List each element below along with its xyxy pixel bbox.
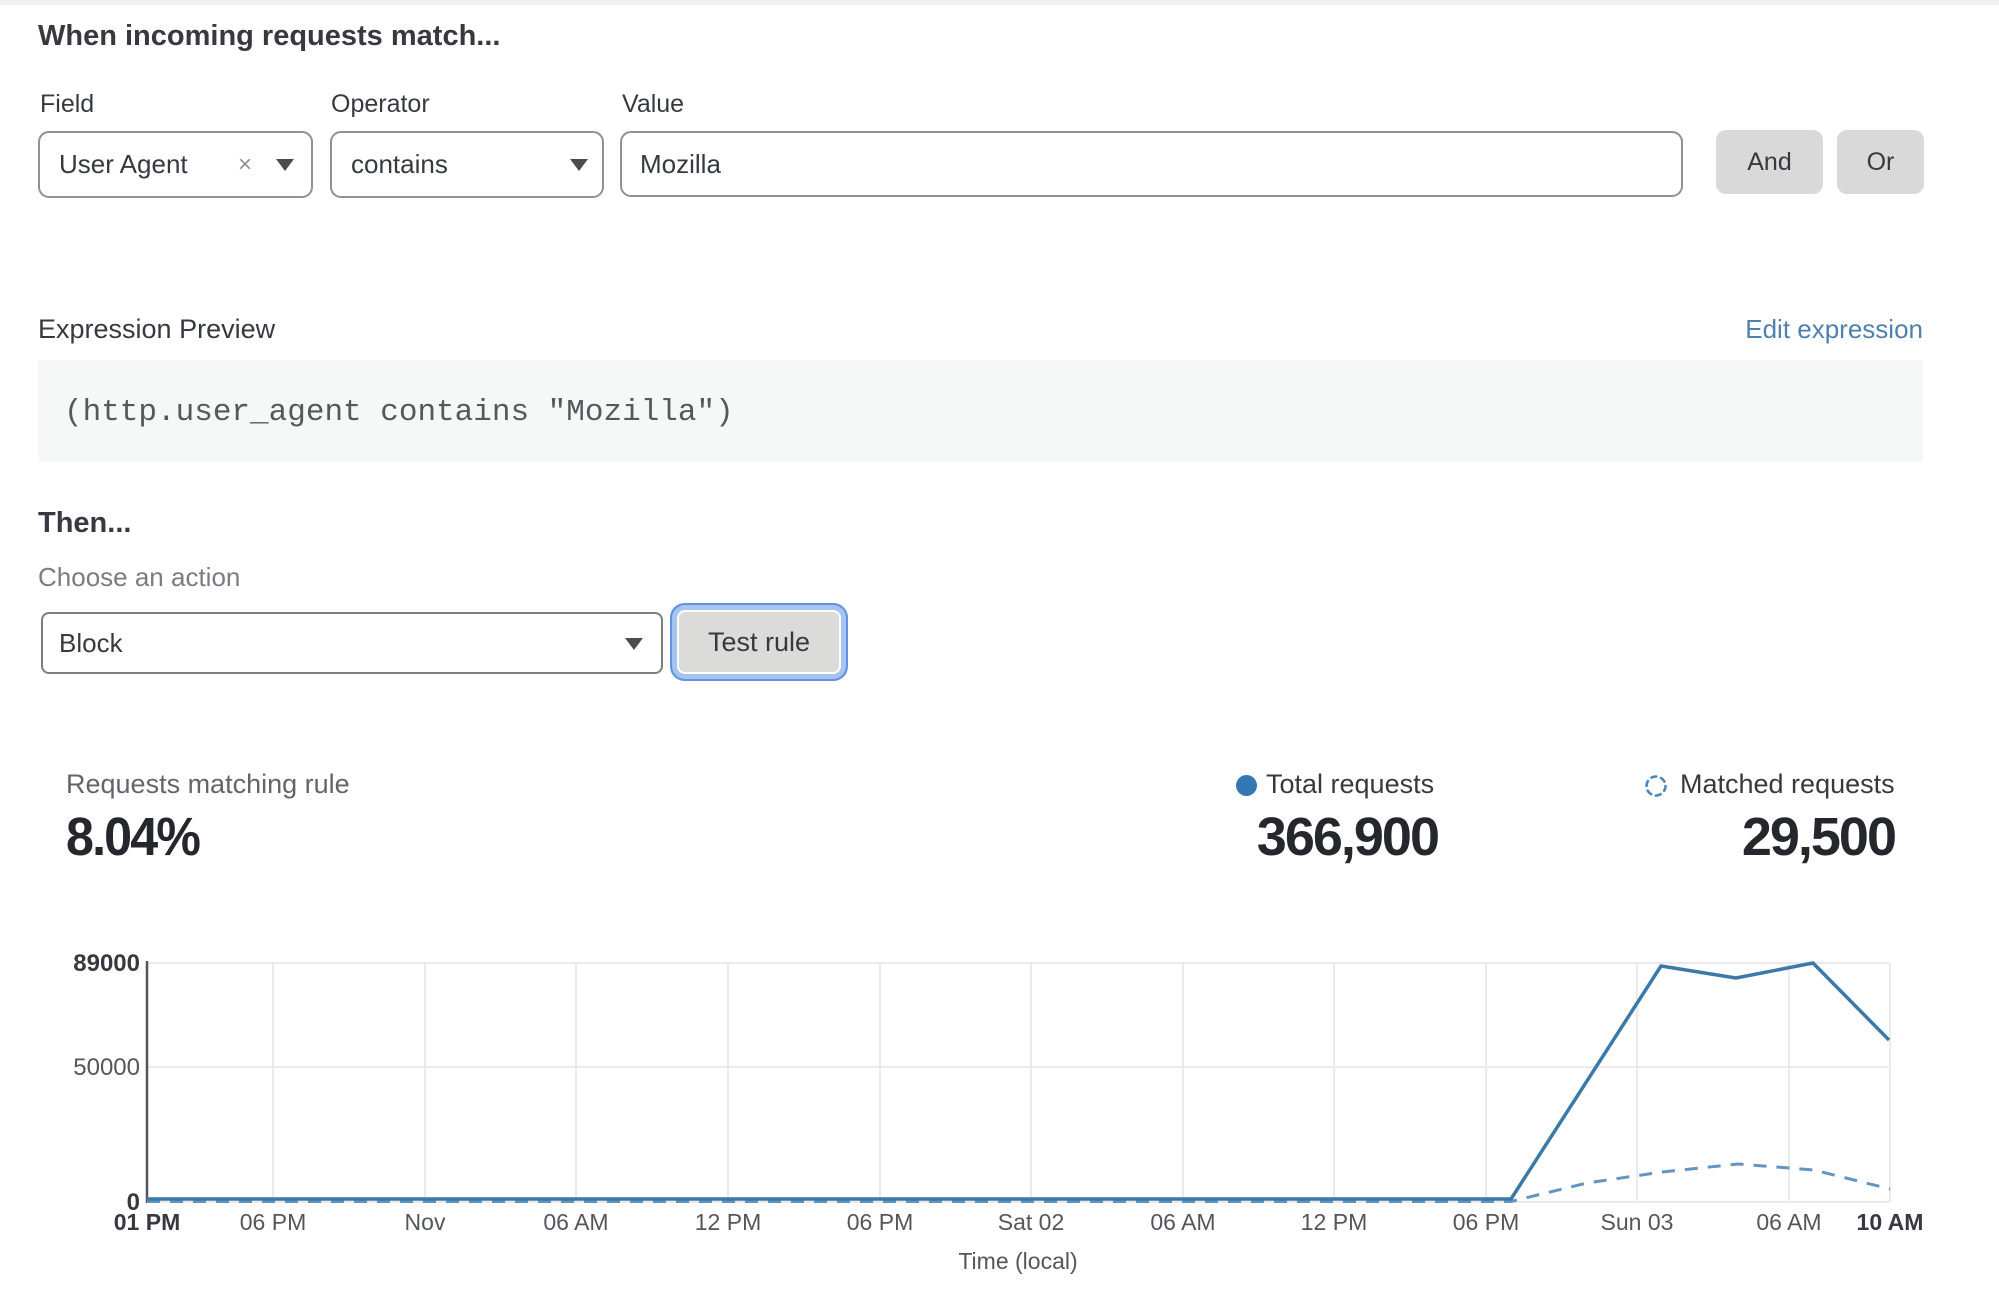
svg-text:06 AM: 06 AM <box>543 1209 608 1235</box>
svg-text:12 PM: 12 PM <box>695 1209 761 1235</box>
svg-text:Sun 03: Sun 03 <box>1601 1209 1674 1235</box>
svg-text:Sat 02: Sat 02 <box>998 1209 1065 1235</box>
svg-text:Time (local): Time (local) <box>958 1248 1077 1274</box>
svg-text:10 AM: 10 AM <box>1857 1209 1924 1235</box>
svg-text:06 PM: 06 PM <box>240 1209 306 1235</box>
svg-text:06 PM: 06 PM <box>1453 1209 1519 1235</box>
svg-text:12 PM: 12 PM <box>1301 1209 1367 1235</box>
svg-text:06 PM: 06 PM <box>847 1209 913 1235</box>
svg-text:06 AM: 06 AM <box>1150 1209 1215 1235</box>
svg-text:0: 0 <box>127 1189 140 1216</box>
svg-text:01 PM: 01 PM <box>114 1209 180 1235</box>
svg-text:06 AM: 06 AM <box>1756 1209 1821 1235</box>
svg-text:Nov: Nov <box>405 1209 446 1235</box>
svg-text:50000: 50000 <box>73 1054 140 1081</box>
svg-text:89000: 89000 <box>73 950 140 977</box>
